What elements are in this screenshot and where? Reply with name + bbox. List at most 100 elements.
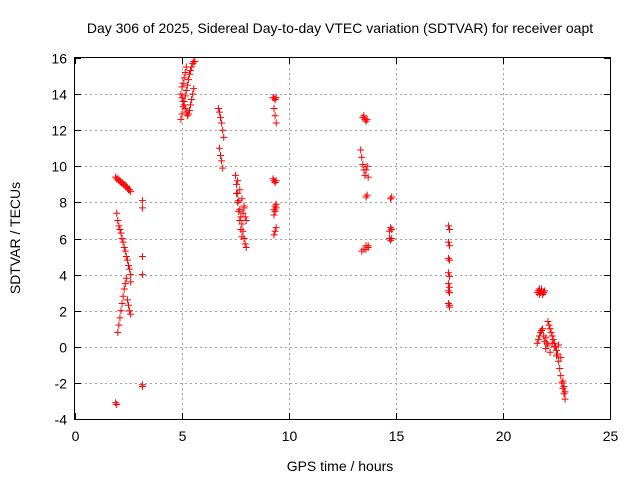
data-point	[554, 350, 562, 358]
data-point	[127, 271, 135, 279]
data-point	[363, 162, 371, 170]
data-point	[559, 384, 567, 392]
data-point	[270, 206, 278, 214]
data-point	[115, 222, 123, 230]
data-point	[233, 180, 241, 188]
grid	[75, 58, 610, 419]
data-point	[236, 206, 244, 214]
data-point	[181, 68, 189, 76]
data-point	[138, 197, 146, 205]
data-point	[271, 179, 279, 187]
data-point	[360, 112, 368, 120]
data-points	[112, 58, 569, 409]
data-point	[183, 81, 191, 89]
data-point	[560, 390, 568, 398]
y-axis-label: SDTVAR / TECUs	[7, 182, 23, 294]
data-point	[536, 328, 544, 336]
axis-ticks: 0 5 10 15 20 25 -4 -2 0 2 4 6 8 10 12 14 16	[51, 51, 618, 445]
data-point	[234, 177, 242, 185]
data-point	[120, 285, 128, 293]
y-tick-label: -2	[55, 376, 68, 392]
data-point	[215, 144, 223, 152]
data-point	[190, 85, 198, 93]
data-point	[555, 357, 563, 365]
data-point	[272, 94, 280, 102]
data-point	[557, 354, 565, 362]
data-point	[219, 126, 227, 134]
data-point	[178, 94, 186, 102]
data-point	[272, 177, 280, 185]
data-point	[234, 198, 242, 206]
data-point	[271, 96, 279, 104]
data-point	[178, 110, 186, 118]
data-point	[182, 86, 190, 94]
data-point	[138, 253, 146, 261]
data-point	[363, 115, 371, 123]
data-point	[187, 67, 195, 75]
data-point	[444, 299, 452, 307]
data-point	[362, 117, 370, 125]
data-point	[232, 171, 239, 179]
data-point	[123, 296, 131, 304]
data-point	[361, 171, 369, 179]
x-tick-label: 15	[389, 428, 405, 444]
data-point	[541, 287, 549, 295]
data-point	[556, 364, 564, 372]
data-point	[272, 119, 280, 127]
data-point	[126, 186, 134, 194]
data-point	[271, 227, 279, 235]
data-point	[215, 108, 223, 116]
data-point	[444, 238, 452, 246]
data-point	[388, 235, 396, 242]
y-tick-label: -4	[55, 412, 68, 428]
data-point	[238, 233, 246, 241]
data-point	[188, 96, 196, 104]
data-point	[535, 290, 543, 298]
data-point	[388, 225, 396, 233]
data-point	[183, 112, 191, 120]
data-point	[123, 256, 131, 264]
data-point	[553, 352, 560, 360]
data-point	[446, 242, 453, 250]
data-point	[113, 209, 121, 217]
data-point	[218, 119, 226, 127]
data-point	[187, 101, 195, 109]
data-point	[177, 115, 185, 123]
data-point	[217, 151, 225, 159]
data-point	[122, 182, 130, 190]
x-tick-label: 20	[496, 428, 512, 444]
data-point	[138, 383, 146, 391]
data-point	[236, 216, 244, 224]
data-point	[387, 224, 395, 232]
data-point	[240, 204, 248, 212]
data-point	[538, 327, 546, 335]
data-point	[181, 92, 189, 100]
data-point	[446, 289, 453, 297]
data-point	[544, 341, 552, 349]
data-point	[127, 188, 135, 196]
y-tick-label: 6	[59, 232, 67, 248]
data-point	[446, 225, 453, 233]
data-point	[549, 336, 557, 344]
data-point	[118, 299, 126, 307]
data-point	[217, 114, 225, 122]
data-point	[181, 105, 189, 113]
data-point	[533, 339, 541, 347]
data-point	[127, 310, 135, 318]
data-point	[544, 318, 552, 326]
data-point	[560, 383, 568, 391]
data-point	[114, 328, 122, 336]
y-tick-label: 12	[51, 123, 67, 139]
y-tick-label: 4	[59, 268, 67, 284]
data-point	[117, 229, 125, 237]
data-point	[179, 79, 187, 87]
data-point	[559, 377, 567, 385]
data-point	[271, 202, 279, 210]
data-point	[112, 399, 120, 407]
data-point	[189, 90, 197, 98]
data-point	[539, 325, 547, 333]
y-tick-label: 10	[51, 159, 67, 175]
data-point	[138, 204, 146, 212]
data-point	[238, 220, 246, 228]
data-point	[357, 146, 365, 154]
